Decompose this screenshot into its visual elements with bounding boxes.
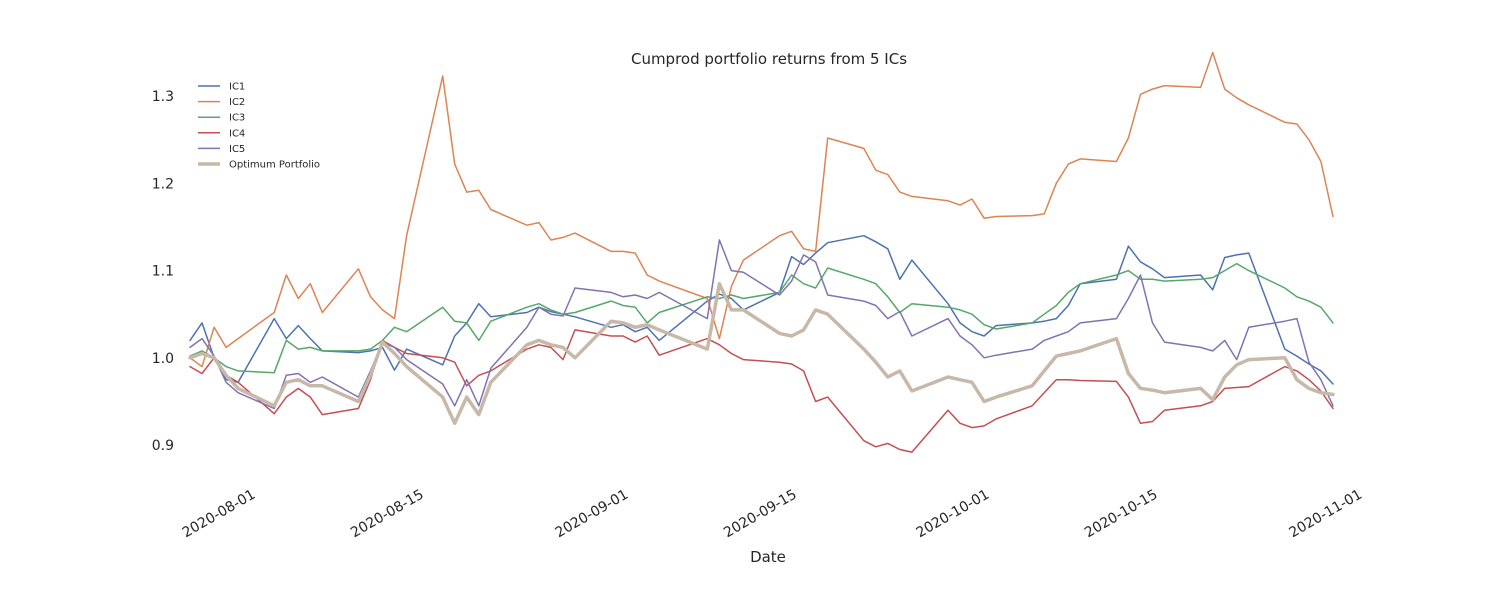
x-tick-label: 2020-11-01 xyxy=(1287,487,1365,542)
y-tick-label: 1.3 xyxy=(152,89,174,105)
legend-label: IC4 xyxy=(229,128,245,139)
legend: IC1 IC2 IC3 IC4 IC5 Optimum Portfolio xyxy=(198,82,320,171)
y-tick-label: 1.0 xyxy=(152,351,174,367)
legend-label: IC1 xyxy=(229,82,245,93)
x-axis-label: Date xyxy=(750,548,786,566)
legend-label: IC5 xyxy=(229,144,245,155)
series-line-ic5 xyxy=(189,239,1334,410)
x-tick-label: 2020-08-15 xyxy=(348,487,426,542)
legend-label: IC3 xyxy=(229,113,245,124)
chart-title: Cumprod portfolio returns from 5 ICs xyxy=(631,50,907,68)
series-layer xyxy=(188,51,1335,453)
series-line-optimum-portfolio xyxy=(188,281,1335,426)
x-tick-label: 2020-10-01 xyxy=(914,487,992,542)
series-line-ic2 xyxy=(189,51,1334,368)
legend-label: Optimum Portfolio xyxy=(229,160,320,171)
x-tick-label: 2020-08-01 xyxy=(180,487,258,542)
x-tick-label: 2020-09-01 xyxy=(553,487,631,542)
y-tick-label: 1.2 xyxy=(152,176,174,192)
y-tick-label: 1.1 xyxy=(152,264,174,280)
x-axis-ticks: 2020-08-01 2020-08-15 2020-09-01 2020-09-15… xyxy=(180,487,1365,542)
x-tick-label: 2020-10-15 xyxy=(1082,487,1160,542)
series-line-ic1 xyxy=(189,234,1334,385)
legend-label: IC2 xyxy=(229,97,245,108)
x-tick-label: 2020-09-15 xyxy=(721,487,799,542)
y-tick-label: 0.9 xyxy=(152,438,174,454)
series-line-ic3 xyxy=(189,262,1334,374)
y-axis-ticks: 0.9 1.0 1.1 1.2 1.3 xyxy=(152,89,174,454)
